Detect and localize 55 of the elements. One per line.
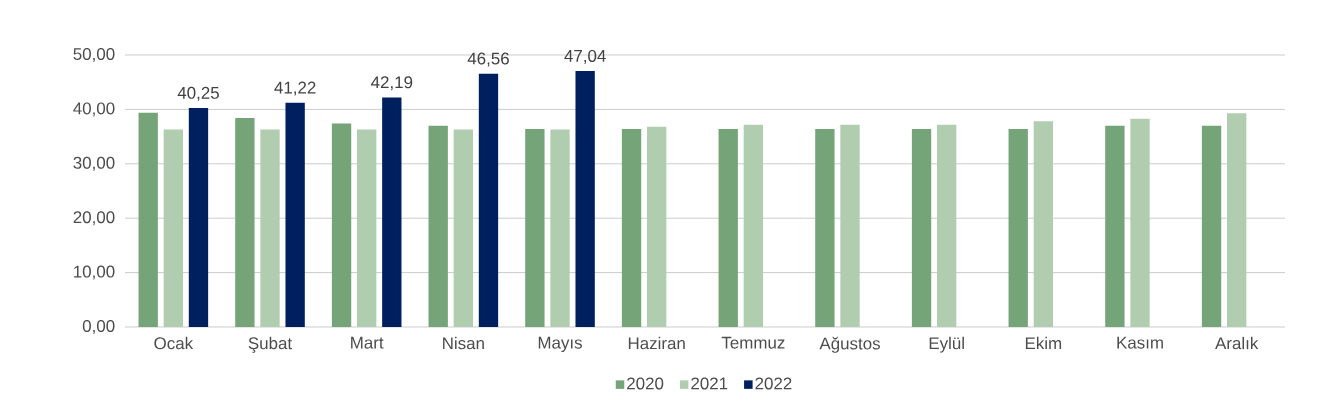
- bar: [382, 97, 402, 327]
- x-tick-label: Ekim: [1025, 336, 1062, 350]
- data-label: 46,56: [467, 52, 509, 67]
- bar: [357, 129, 377, 327]
- x-tick-label: Mart: [351, 336, 384, 349]
- x-tick-label: Temmuz: [721, 336, 785, 349]
- bar: [743, 124, 764, 327]
- bar: [478, 73, 499, 327]
- x-tick-label: Nisan: [443, 336, 484, 350]
- data-label: 40,25: [177, 86, 219, 101]
- bar: [1105, 125, 1125, 327]
- y-tick-label: 40,00: [73, 102, 115, 117]
- x-tick-label: Eylül: [929, 336, 964, 353]
- bar: [550, 129, 570, 327]
- x-tick-label: Ağustos: [819, 336, 880, 353]
- x-tick-label: Haziran: [628, 336, 685, 350]
- bar: [1227, 113, 1247, 327]
- x-tick-label: Aralık: [1215, 336, 1259, 350]
- x-tick-label: Ocak: [154, 336, 194, 350]
- y-tick-label: 0,00: [82, 320, 115, 334]
- bar: [815, 128, 835, 327]
- bar: [718, 128, 738, 327]
- bar: [911, 128, 932, 327]
- bar: [188, 108, 209, 327]
- bar: [285, 102, 305, 327]
- bar: [840, 124, 860, 327]
- bar: [163, 129, 183, 327]
- bar: [1130, 118, 1150, 327]
- bar: [1201, 125, 1222, 327]
- bar: [937, 124, 957, 327]
- bar: [138, 112, 158, 327]
- legend-label: 2021: [691, 377, 728, 390]
- bar: [331, 123, 352, 327]
- x-tick-label: Şubat: [248, 336, 292, 353]
- data-label: 42,19: [371, 76, 413, 91]
- y-tick-label: 30,00: [73, 156, 115, 171]
- bar: [1033, 121, 1054, 327]
- y-tick-label: 50,00: [73, 48, 115, 62]
- bar: [621, 128, 642, 327]
- data-label: 47,04: [564, 49, 606, 64]
- bar: [453, 129, 473, 327]
- data-label: 41,22: [274, 81, 316, 96]
- y-tick-label: 10,00: [74, 265, 115, 280]
- bar: [260, 129, 280, 327]
- bar: [235, 118, 255, 327]
- bar: [647, 126, 667, 327]
- bar: [575, 71, 595, 327]
- y-tick-label: 20,00: [73, 211, 115, 226]
- bar: [525, 128, 545, 327]
- legend-label: 2020: [627, 377, 664, 390]
- x-tick-label: Mayıs: [538, 336, 582, 353]
- bar: [428, 125, 448, 327]
- x-tick-label: Kasım: [1117, 336, 1163, 349]
- legend-label: 2022: [755, 377, 792, 390]
- bar: [1008, 128, 1028, 327]
